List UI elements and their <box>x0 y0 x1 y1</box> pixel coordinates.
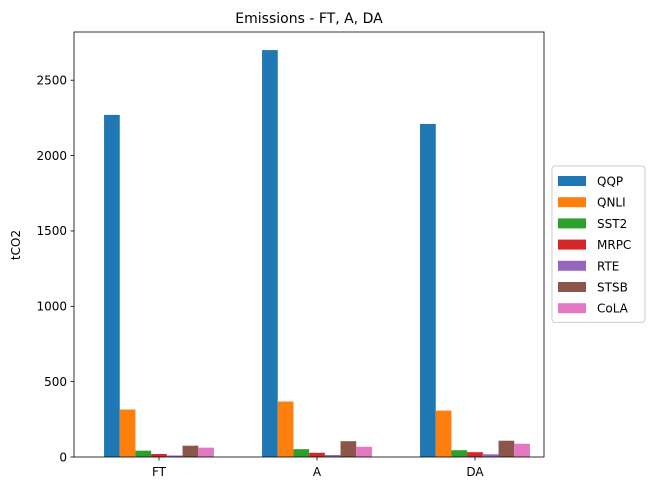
bar-qnli-ft <box>119 409 136 457</box>
plot-frame <box>73 31 545 458</box>
axes-layer: 0 500 1000 1500 2000 2500 FT A DA <box>36 31 545 479</box>
x-tick-label: DA <box>466 465 484 479</box>
legend-swatch-stsb <box>558 282 586 292</box>
bar-qqp-ft <box>104 114 120 457</box>
legend-swatch-mrpc <box>558 239 586 250</box>
legend: QQP QNLI SST2 MRPC RTE STSB CoLA <box>551 165 646 323</box>
bar-mrpc-da <box>467 452 483 457</box>
x-tick-label: FT <box>152 465 167 479</box>
legend-swatch-qqp <box>558 176 586 186</box>
bar-qnli-da <box>435 410 452 457</box>
legend-label-qnli: QNLI <box>597 196 626 210</box>
legend-label-cola: CoLA <box>597 302 629 316</box>
y-tick-label: 2500 <box>36 74 67 88</box>
bar-qqp-a <box>262 50 278 458</box>
legend-label-mrpc: MRPC <box>597 238 631 252</box>
legend-label-sst2: SST2 <box>597 217 627 231</box>
bar-qqp-da <box>420 123 436 458</box>
bar-mrpc-a <box>309 452 325 457</box>
legend-swatch-sst2 <box>558 218 586 229</box>
legend-swatch-qnli <box>558 197 586 208</box>
legend-label-qqp: QQP <box>597 175 623 189</box>
bar-rte-da <box>482 454 499 457</box>
bar-mrpc-ft <box>151 453 167 457</box>
bar-sst2-ft <box>135 450 152 457</box>
y-tick-label: 1000 <box>36 300 67 314</box>
bar-stsb-da <box>498 440 515 457</box>
bar-qnli-a <box>277 401 294 457</box>
bar-cola-da <box>514 443 530 457</box>
y-tick-label: 500 <box>44 375 67 389</box>
legend-swatch-cola <box>558 303 586 314</box>
bar-cola-ft <box>198 447 214 457</box>
bar-cola-a <box>356 446 372 457</box>
bar-stsb-a <box>340 441 357 457</box>
y-axis-label: tCO2 <box>9 230 23 260</box>
bar-rte-ft <box>166 455 183 457</box>
legend-label-rte: RTE <box>597 259 619 273</box>
chart-title: Emissions - FT, A, DA <box>235 11 383 27</box>
y-tick-label: 1500 <box>36 224 67 238</box>
x-tick-label: A <box>313 465 322 479</box>
y-tick-label: 2000 <box>36 149 67 163</box>
bar-rte-a <box>324 455 341 457</box>
bar-stsb-ft <box>182 445 199 457</box>
bar-sst2-a <box>293 449 310 457</box>
y-tick-label: 0 <box>59 450 67 464</box>
legend-label-stsb: STSB <box>597 281 628 295</box>
bar-sst2-da <box>451 450 468 457</box>
legend-swatch-rte <box>558 260 586 271</box>
bars-layer <box>104 50 530 458</box>
